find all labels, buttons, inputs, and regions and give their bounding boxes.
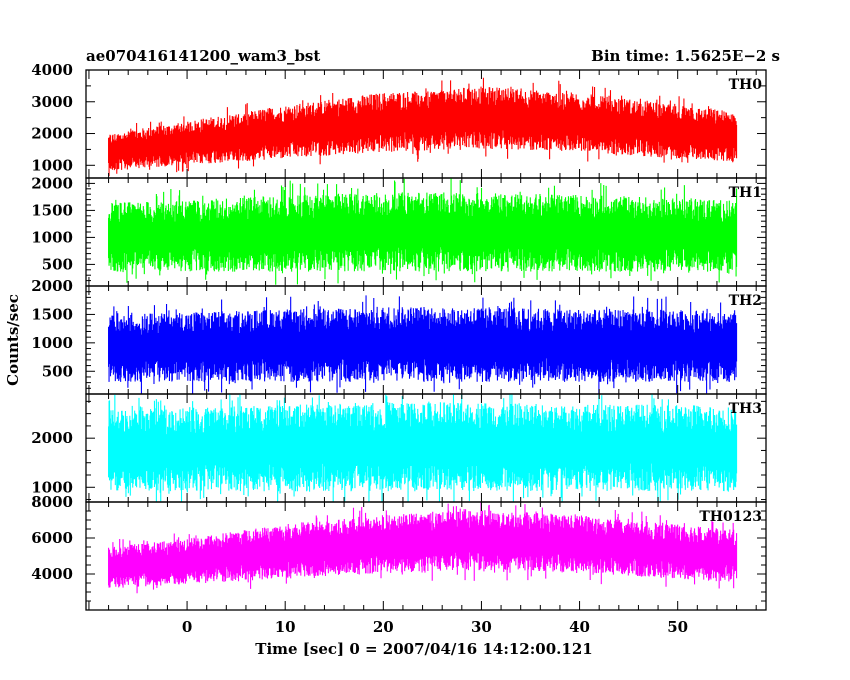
light-curve-th2 <box>108 295 738 394</box>
x-axis-label: Time [sec] 0 = 2007/04/16 14:12:00.121 <box>255 640 592 658</box>
y-tick-label: 8000 <box>31 493 73 511</box>
y-tick-label: 1000 <box>31 334 73 352</box>
y-tick-label: 1000 <box>31 228 73 246</box>
light-curve-th1 <box>108 178 738 285</box>
y-tick-label: 1500 <box>31 305 73 323</box>
y-tick-label: 500 <box>42 255 73 273</box>
x-tick-label: 40 <box>569 618 590 636</box>
y-tick-label: 6000 <box>31 529 73 547</box>
x-tick-label: 10 <box>275 618 296 636</box>
panel-th3: 1000 2000 TH3 <box>31 393 767 503</box>
y-tick-label: 4000 <box>31 61 73 79</box>
x-tick-label: 0 <box>182 618 192 636</box>
x-tick-label: 50 <box>667 618 688 636</box>
y-axis-label: Counts/sec <box>4 294 22 386</box>
light-curve-th0 <box>108 77 738 177</box>
y-tick-label: 2000 <box>31 277 73 295</box>
y-tick-label: 2000 <box>31 125 73 143</box>
y-tick-label: 4000 <box>31 565 73 583</box>
panel-th2: 500 1000 1500 2000 TH2 <box>31 277 767 395</box>
light-curve-th0123 <box>108 502 738 594</box>
y-tick-label: 2000 <box>31 174 73 192</box>
x-tick-label: 20 <box>373 618 394 636</box>
panel-label-th0: TH0 <box>729 77 763 93</box>
light-curve-th3 <box>108 394 738 502</box>
panel-th0: 1000 2000 3000 4000 TH0 <box>31 61 767 179</box>
x-tick-label: 30 <box>471 618 492 636</box>
panel-label-th2: TH2 <box>729 293 762 309</box>
y-tick-label: 1000 <box>31 156 73 174</box>
observation-id-title: ae070416141200_wam3_bst <box>86 47 320 65</box>
panel-label-th0123: TH0123 <box>699 509 762 525</box>
panel-label-th3: TH3 <box>729 401 762 417</box>
y-tick-label: 1500 <box>31 201 73 219</box>
y-tick-label: 2000 <box>31 429 73 447</box>
y-tick-label: 3000 <box>31 93 73 111</box>
y-tick-label: 500 <box>42 362 73 380</box>
panel-th1: 500 1000 1500 2000 TH1 <box>31 174 767 287</box>
panel-label-th1: TH1 <box>729 185 762 201</box>
bin-time-label: Bin time: 1.5625E−2 s <box>591 47 780 65</box>
panels-group: 1000200030004000TH0500100015002000TH1500… <box>31 61 767 636</box>
panel-th0123: 4000 6000 8000 TH0123 <box>31 493 767 611</box>
y-tick-label: 1000 <box>31 478 73 496</box>
